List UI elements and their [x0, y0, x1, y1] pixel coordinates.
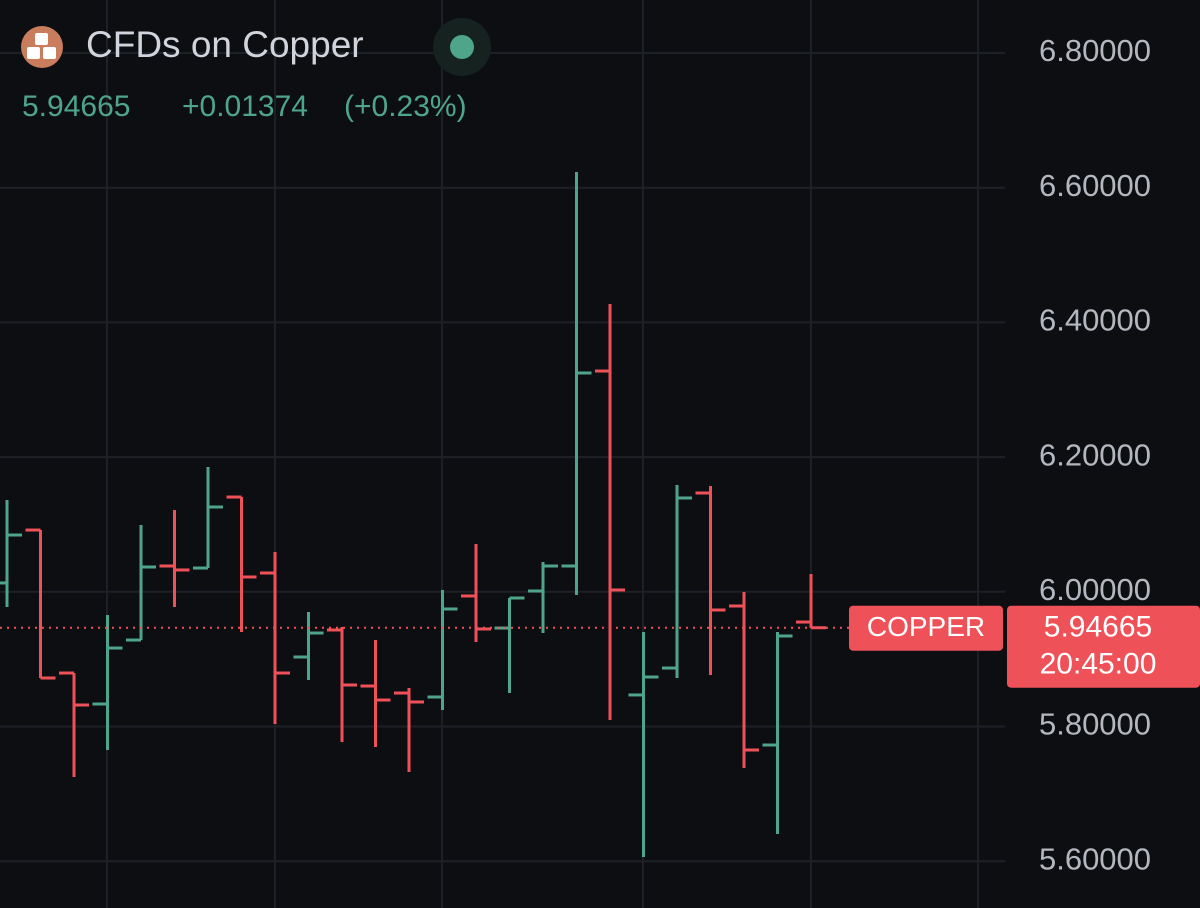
- bars: [0, 172, 826, 858]
- status-dot: [450, 35, 474, 59]
- ohlc-bar: [494, 596, 525, 694]
- y-tick-label: 6.40000: [1039, 303, 1151, 338]
- overlay: 5.60000 5.80000 6.00000 6.20000 6.40000 6.600…: [0, 33, 1200, 876]
- y-tick-label: 5.60000: [1039, 841, 1151, 876]
- icon-block: [43, 47, 56, 59]
- ohlc-bar: [695, 485, 726, 675]
- vertical-grid: [106, 0, 979, 908]
- ohlc-bar: [193, 466, 223, 570]
- ohlc-bar: [662, 484, 692, 679]
- price-label-bg: [1007, 605, 1200, 688]
- symbol-icon: [21, 26, 63, 68]
- icon-block: [27, 47, 40, 59]
- ohlc-bar: [260, 551, 290, 725]
- y-tick-label: 6.80000: [1039, 33, 1151, 68]
- horizontal-grid: [0, 52, 1005, 863]
- symbol-label-bg: [849, 605, 1003, 651]
- ohlc-bar: [561, 172, 592, 596]
- ohlc-bar: [394, 687, 424, 773]
- ohlc-bar: [628, 632, 659, 858]
- price-time-label: 20:45:00: [1040, 648, 1157, 681]
- ohlc-bar: [25, 528, 56, 680]
- ohlc-bar: [159, 510, 190, 608]
- header: CFDs on Copper 5.94665 +0.01374 (+0.23%): [21, 18, 491, 123]
- y-tick-label: 5.80000: [1039, 707, 1151, 742]
- ohlc-bar: [762, 632, 793, 834]
- ohlc-bar: [528, 562, 558, 634]
- header-change-percent: (+0.23%): [344, 90, 467, 123]
- ohlc-bar: [92, 615, 123, 750]
- y-tick-label: 6.60000: [1039, 168, 1151, 203]
- ohlc-bar: [327, 627, 357, 742]
- ohlc-bar: [595, 304, 625, 721]
- ohlc-bar: [729, 591, 759, 768]
- ohlc-bar: [461, 543, 491, 642]
- y-tick-label: 6.20000: [1039, 437, 1151, 472]
- ohlc-bar: [126, 524, 156, 642]
- icon-block: [35, 33, 48, 45]
- ohlc-bar: [293, 612, 324, 681]
- price-label: 5.94665: [1044, 611, 1152, 644]
- ohlc-bar: [360, 640, 391, 747]
- y-tick-label: 6.00000: [1039, 572, 1151, 607]
- ohlc-bar: [59, 671, 89, 778]
- ohlc-bar: [226, 495, 257, 633]
- chart-title: CFDs on Copper: [86, 24, 364, 65]
- ohlc-bar: [0, 499, 22, 608]
- ohlc-bar: [796, 574, 826, 630]
- symbol-label: COPPER: [867, 611, 985, 642]
- header-price: 5.94665: [22, 90, 130, 123]
- ohlc-bar: [427, 589, 458, 710]
- header-change: +0.01374: [182, 90, 308, 123]
